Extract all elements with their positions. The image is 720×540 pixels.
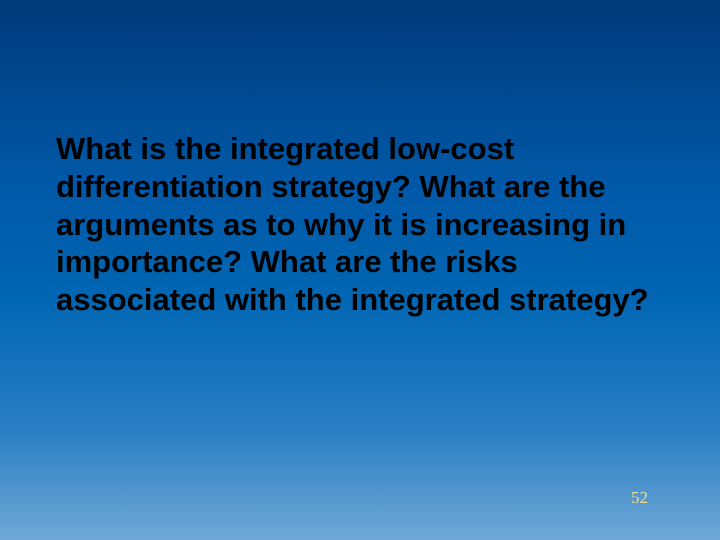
slide-body-text: What is the integrated low-cost differen… — [56, 130, 664, 319]
page-number: 52 — [631, 488, 648, 508]
slide: What is the integrated low-cost differen… — [0, 0, 720, 540]
